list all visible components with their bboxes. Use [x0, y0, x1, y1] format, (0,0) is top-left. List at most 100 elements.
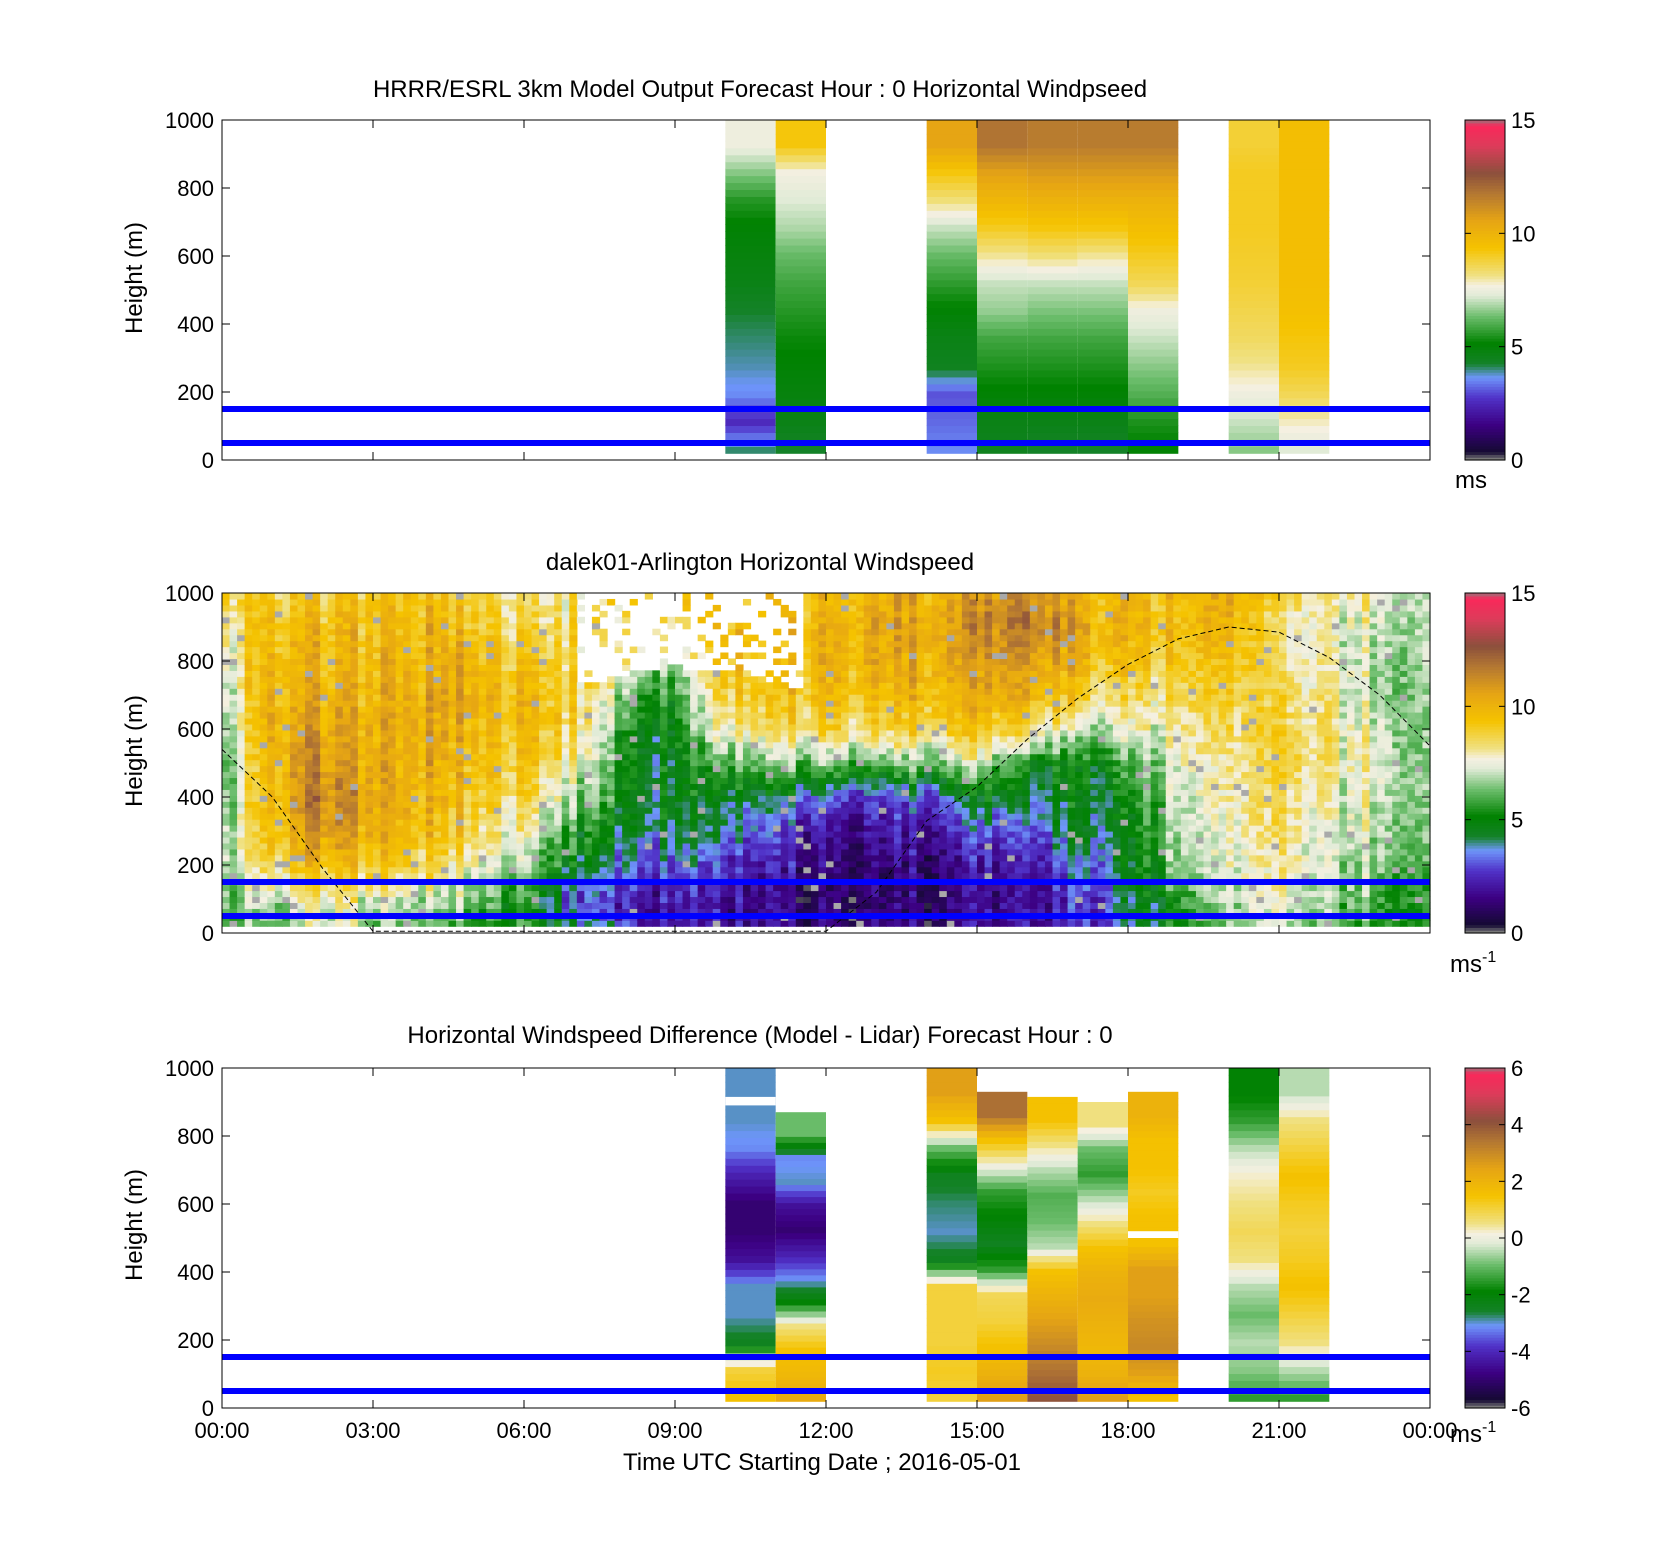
- heatmap-cell: [591, 616, 601, 624]
- heatmap-cell: [493, 872, 502, 880]
- heatmap-cell: [788, 628, 797, 636]
- heatmap-cell: [252, 819, 261, 826]
- heatmap-cell: [478, 825, 487, 832]
- heatmap-cell: [403, 694, 412, 701]
- colorbar-swatch: [1465, 383, 1505, 387]
- heatmap-cell: [818, 819, 827, 826]
- heatmap-cell: [501, 819, 510, 826]
- heatmap-cell: [977, 189, 1028, 197]
- heatmap-cell: [803, 825, 812, 832]
- heatmap-cell: [1228, 161, 1279, 170]
- heatmap-cell: [546, 717, 555, 725]
- heatmap-cell: [727, 801, 736, 808]
- heatmap-cell: [516, 598, 525, 606]
- heatmap-cell: [433, 640, 442, 648]
- heatmap-cell: [456, 753, 465, 761]
- heatmap-cell: [795, 801, 804, 808]
- heatmap-cell: [546, 783, 555, 790]
- heatmap-cell: [418, 598, 427, 606]
- heatmap-cell: [765, 593, 774, 600]
- heatmap-cell: [1228, 238, 1279, 246]
- heatmap-cell: [501, 622, 510, 630]
- heatmap-cell: [848, 646, 857, 654]
- heatmap-cell: [775, 321, 826, 329]
- heatmap-cell: [720, 735, 729, 743]
- heatmap-cell: [274, 842, 283, 850]
- heatmap-cell: [705, 872, 714, 880]
- heatmap-cell: [252, 622, 261, 630]
- heatmap-cell: [697, 854, 706, 862]
- heatmap-cell: [380, 741, 389, 749]
- heatmap-cell: [569, 872, 578, 880]
- heatmap-cell: [327, 741, 336, 749]
- heatmap-cell: [720, 640, 729, 648]
- heatmap-cell: [463, 801, 472, 808]
- heatmap-cell: [456, 908, 465, 915]
- heatmap-cell: [373, 777, 382, 784]
- heatmap-cell: [569, 848, 578, 856]
- heatmap-cell: [516, 700, 525, 707]
- heatmap-cell: [357, 717, 367, 725]
- heatmap-cell: [818, 741, 827, 749]
- heatmap-cell: [471, 682, 480, 689]
- heatmap-cell: [267, 593, 276, 600]
- heatmap-cell: [335, 908, 344, 915]
- heatmap-cell: [410, 872, 419, 880]
- heatmap-cell: [267, 688, 276, 695]
- heatmap-cell: [742, 640, 752, 648]
- heatmap-cell: [758, 652, 767, 660]
- heatmap-cell: [682, 831, 691, 838]
- heatmap-cell: [524, 771, 533, 779]
- heatmap-cell: [357, 795, 367, 802]
- heatmap-cell: [584, 860, 593, 868]
- heatmap-cell: [599, 795, 608, 802]
- heatmap-cell: [410, 753, 419, 761]
- heatmap-cell: [607, 747, 616, 755]
- heatmap-cell: [380, 872, 389, 880]
- heatmap-cell: [501, 712, 510, 719]
- heatmap-cell: [395, 759, 404, 767]
- heatmap-cell: [818, 789, 827, 796]
- heatmap-cell: [395, 825, 404, 832]
- heatmap-cell: [697, 706, 706, 713]
- heatmap-cell: [342, 765, 351, 773]
- heatmap-cell: [614, 777, 623, 784]
- heatmap-cell: [675, 616, 684, 624]
- heatmap-cell: [222, 634, 231, 642]
- heatmap-cell: [508, 717, 518, 725]
- heatmap-cell: [493, 723, 502, 731]
- heatmap-cell: [682, 604, 691, 612]
- heatmap-cell: [252, 658, 261, 665]
- heatmap-cell: [629, 836, 638, 844]
- heatmap-cell: [388, 652, 397, 660]
- heatmap-cell: [403, 640, 412, 648]
- heatmap-cell: [342, 920, 351, 927]
- heatmap-cell: [546, 860, 555, 868]
- heatmap-cell: [742, 836, 752, 844]
- heatmap-cell: [403, 717, 412, 725]
- heatmap-cell: [637, 801, 646, 808]
- heatmap-cell: [773, 717, 782, 725]
- heatmap-cell: [222, 676, 231, 683]
- heatmap-cell: [350, 634, 359, 642]
- heatmap-cell: [471, 753, 480, 761]
- heatmap-cell: [629, 807, 638, 814]
- heatmap-cell: [524, 920, 533, 927]
- heatmap-cell: [591, 759, 601, 767]
- heatmap-cell: [841, 598, 850, 606]
- heatmap-cell: [335, 688, 344, 695]
- heatmap-cell: [705, 723, 714, 731]
- colorbar-swatch: [1465, 386, 1505, 390]
- heatmap-cell: [584, 819, 593, 826]
- heatmap-cell: [622, 616, 631, 624]
- heatmap-cell: [289, 819, 299, 826]
- heatmap-cell: [926, 175, 977, 184]
- heatmap-cell: [614, 640, 623, 648]
- heatmap-cell: [803, 735, 812, 743]
- heatmap-cell: [561, 610, 570, 618]
- heatmap-cell: [652, 717, 661, 725]
- heatmap-cell: [622, 712, 631, 719]
- heatmap-cell: [365, 890, 374, 898]
- heatmap-cell: [418, 777, 427, 784]
- heatmap-cell: [478, 604, 487, 612]
